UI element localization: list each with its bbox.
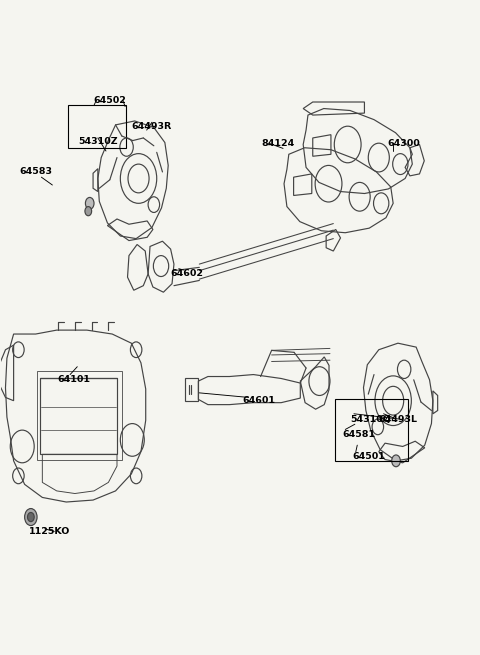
Text: 64583: 64583 (19, 168, 52, 176)
Text: 64101: 64101 (57, 375, 90, 384)
Circle shape (392, 455, 400, 467)
Text: 64601: 64601 (242, 396, 276, 405)
Text: 64581: 64581 (342, 430, 375, 440)
Text: 54310Z: 54310Z (78, 138, 118, 146)
Circle shape (24, 508, 37, 525)
Circle shape (85, 197, 94, 209)
Circle shape (85, 206, 92, 215)
Text: 64501: 64501 (352, 453, 385, 461)
Text: 1125KO: 1125KO (29, 527, 71, 536)
Text: 64602: 64602 (170, 269, 204, 278)
Circle shape (27, 512, 34, 521)
Text: 64502: 64502 (94, 96, 126, 105)
Text: 64493R: 64493R (132, 122, 172, 131)
Text: 84124: 84124 (262, 139, 295, 147)
Text: 64493L: 64493L (379, 415, 418, 424)
Text: 54310Q: 54310Q (350, 415, 391, 424)
Text: 64300: 64300 (387, 139, 420, 147)
